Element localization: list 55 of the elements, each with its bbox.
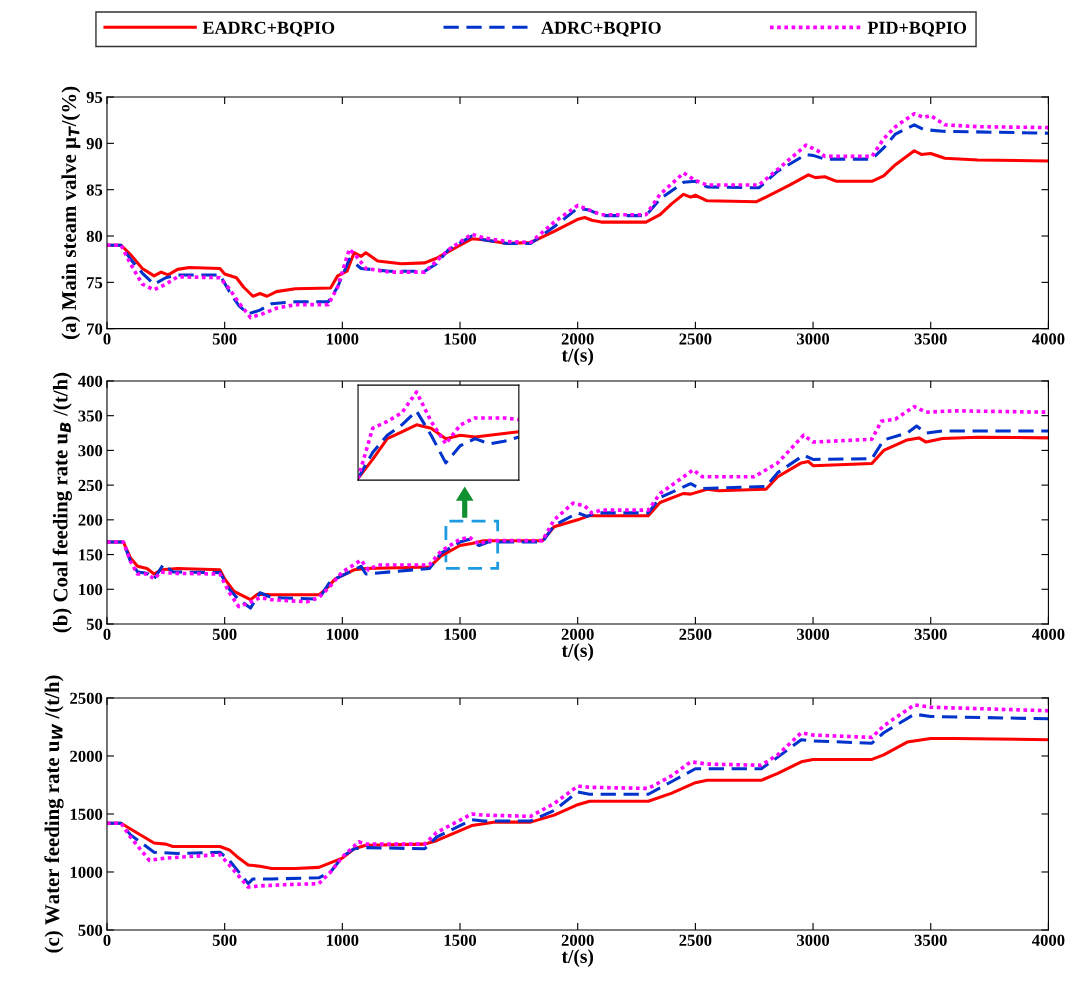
y-tick-label: 75 [87, 277, 103, 289]
x-tick-label: 3500 [914, 934, 947, 946]
x-tick-label: 500 [212, 628, 237, 640]
x-tick-label: 0 [103, 934, 111, 946]
x-axis-title: t/(s) [561, 643, 594, 661]
legend-label: ADRC+BQPIO [541, 21, 661, 37]
x-tick-label: 4000 [1031, 628, 1065, 640]
y-tick-label: 400 [78, 375, 103, 387]
x-tick-label: 2000 [561, 628, 594, 640]
y-tick-label: 1500 [70, 808, 103, 820]
y-axis-title: (b) Coal feeding rate u$_{B}$ /(t/h) [52, 372, 72, 633]
y-tick-label: 500 [78, 924, 103, 936]
y-tick-label: 80 [86, 230, 103, 242]
x-tick-label: 4000 [1031, 333, 1065, 345]
y-tick-label: 95 [86, 91, 103, 103]
y-tick-label: 90 [86, 138, 103, 150]
x-tick-label: 500 [212, 333, 237, 345]
x-axis-title: t/(s) [561, 347, 594, 366]
x-tick-label: 2000 [561, 934, 594, 946]
x-tick-label: 3500 [914, 333, 947, 345]
x-tick-label: 1000 [327, 333, 359, 345]
x-tick-label: 3500 [914, 628, 947, 640]
x-tick-label: 3000 [797, 333, 830, 345]
legend-label: PID+BQPIO [867, 21, 967, 37]
x-tick-label: 0 [103, 333, 111, 345]
y-tick-label: 150 [79, 549, 103, 561]
x-tick-label: 2500 [679, 333, 712, 345]
y-tick-label: 85 [86, 184, 103, 196]
y-tick-label: 100 [79, 583, 103, 596]
y-tick-label: 300 [78, 445, 103, 457]
x-tick-label: 1500 [444, 333, 477, 345]
x-tick-label: 1000 [327, 628, 359, 640]
x-tick-label: 2500 [679, 934, 712, 946]
y-tick-label: 250 [78, 479, 103, 492]
y-tick-label: 70 [87, 323, 103, 335]
y-axis-title: (a) Main steam valve μ$_{T}$/(%) [61, 86, 81, 339]
y-tick-label: 2000 [70, 750, 103, 762]
x-tick-label: 1000 [327, 934, 359, 946]
x-tick-label: 1500 [444, 934, 477, 946]
y-axis-title: (c) Water feeding rate u$_{W}$ /(t/h) [44, 675, 64, 953]
x-tick-label: 4000 [1031, 934, 1065, 946]
y-tick-label: 200 [78, 514, 103, 526]
x-tick-label: 2000 [561, 333, 594, 345]
x-tick-label: 3000 [797, 628, 830, 640]
x-tick-label: 500 [212, 934, 237, 946]
x-tick-label: 2500 [679, 628, 712, 640]
x-tick-label: 1500 [444, 628, 477, 640]
legend-label: EADRC+BQPIO [202, 21, 335, 37]
x-tick-label: 0 [103, 628, 111, 640]
y-tick-label: 50 [86, 618, 103, 630]
y-tick-label: 2500 [70, 692, 103, 704]
x-tick-label: 3000 [797, 934, 830, 946]
x-axis-title: t/(s) [561, 949, 594, 967]
y-tick-label: 1000 [70, 866, 103, 878]
y-tick-label: 350 [78, 410, 103, 422]
